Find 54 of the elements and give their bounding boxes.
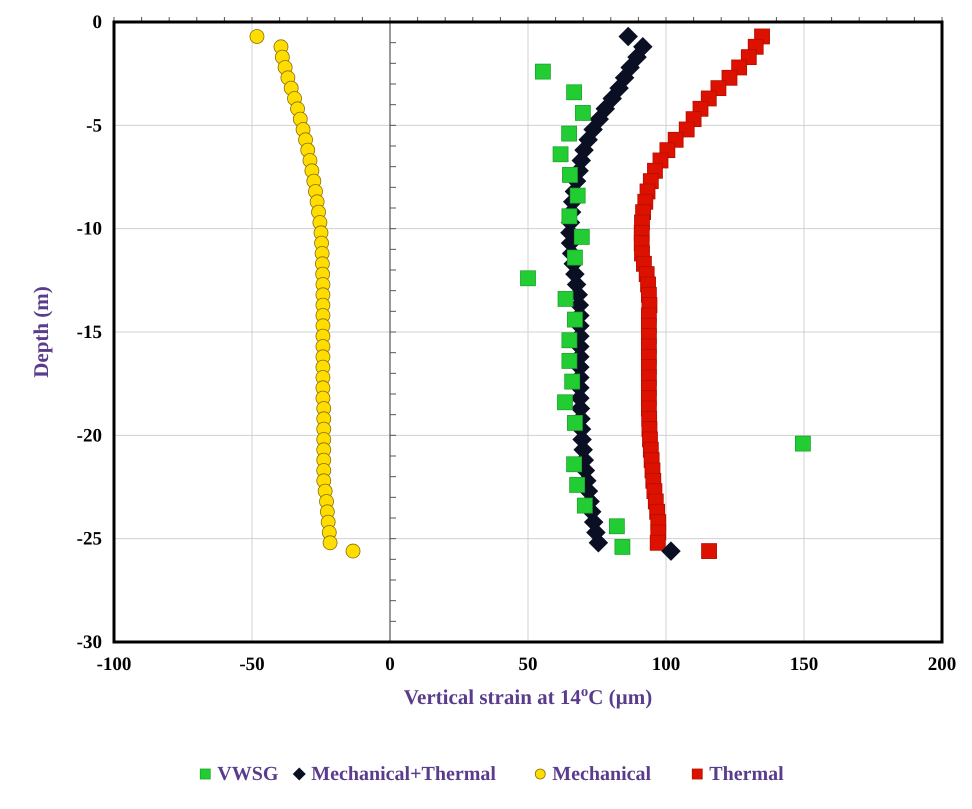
y-tick-label: -10 <box>76 218 102 240</box>
point <box>535 64 551 80</box>
point <box>567 312 583 328</box>
point <box>562 353 578 369</box>
point <box>562 332 578 348</box>
point <box>250 29 264 44</box>
point <box>322 535 338 550</box>
x-tick-label: 0 <box>385 654 395 675</box>
point <box>650 534 666 551</box>
point <box>661 541 681 561</box>
point <box>627 47 647 67</box>
x-tick-label: -50 <box>239 654 265 675</box>
y-tick-label: -5 <box>86 115 102 136</box>
x-axis-title: Vertical strain at 14$^{o}$C (µm) <box>404 684 652 709</box>
y-tick-label: -15 <box>76 322 102 343</box>
point <box>608 518 625 534</box>
x-tick-label: 200 <box>928 654 956 675</box>
point <box>564 374 580 390</box>
legend-label: VWSG <box>217 763 279 785</box>
point <box>566 84 582 100</box>
point <box>569 477 586 493</box>
x-tick-label: 50 <box>518 654 538 675</box>
legend-label: Mechanical <box>552 763 652 785</box>
point <box>618 26 638 46</box>
point <box>346 544 360 558</box>
y-tick-label: -25 <box>76 528 102 550</box>
point <box>562 167 578 183</box>
point <box>520 270 536 286</box>
point <box>557 394 573 410</box>
point <box>570 188 586 204</box>
point <box>558 291 574 307</box>
legend-label: Thermal <box>709 763 784 785</box>
point <box>678 122 695 138</box>
y-tick-label: -20 <box>76 425 102 446</box>
point <box>567 250 583 266</box>
point <box>576 498 593 514</box>
y-tick-label: -30 <box>76 632 102 653</box>
point <box>567 415 583 431</box>
point <box>561 126 578 142</box>
point <box>701 543 717 559</box>
point <box>575 105 591 121</box>
x-tick-label: 100 <box>652 654 680 675</box>
point <box>614 539 630 555</box>
x-tick-label: -100 <box>96 654 132 675</box>
point <box>562 208 578 224</box>
legend-label: Mechanical+Thermal <box>311 763 496 785</box>
point <box>609 78 629 98</box>
point <box>566 456 582 472</box>
y-tick-label: 0 <box>92 12 102 33</box>
x-tick-label: 150 <box>790 654 818 675</box>
point <box>574 229 590 245</box>
point <box>794 436 811 452</box>
y-axis-title: Depth (m) <box>29 286 53 378</box>
point <box>552 146 568 162</box>
